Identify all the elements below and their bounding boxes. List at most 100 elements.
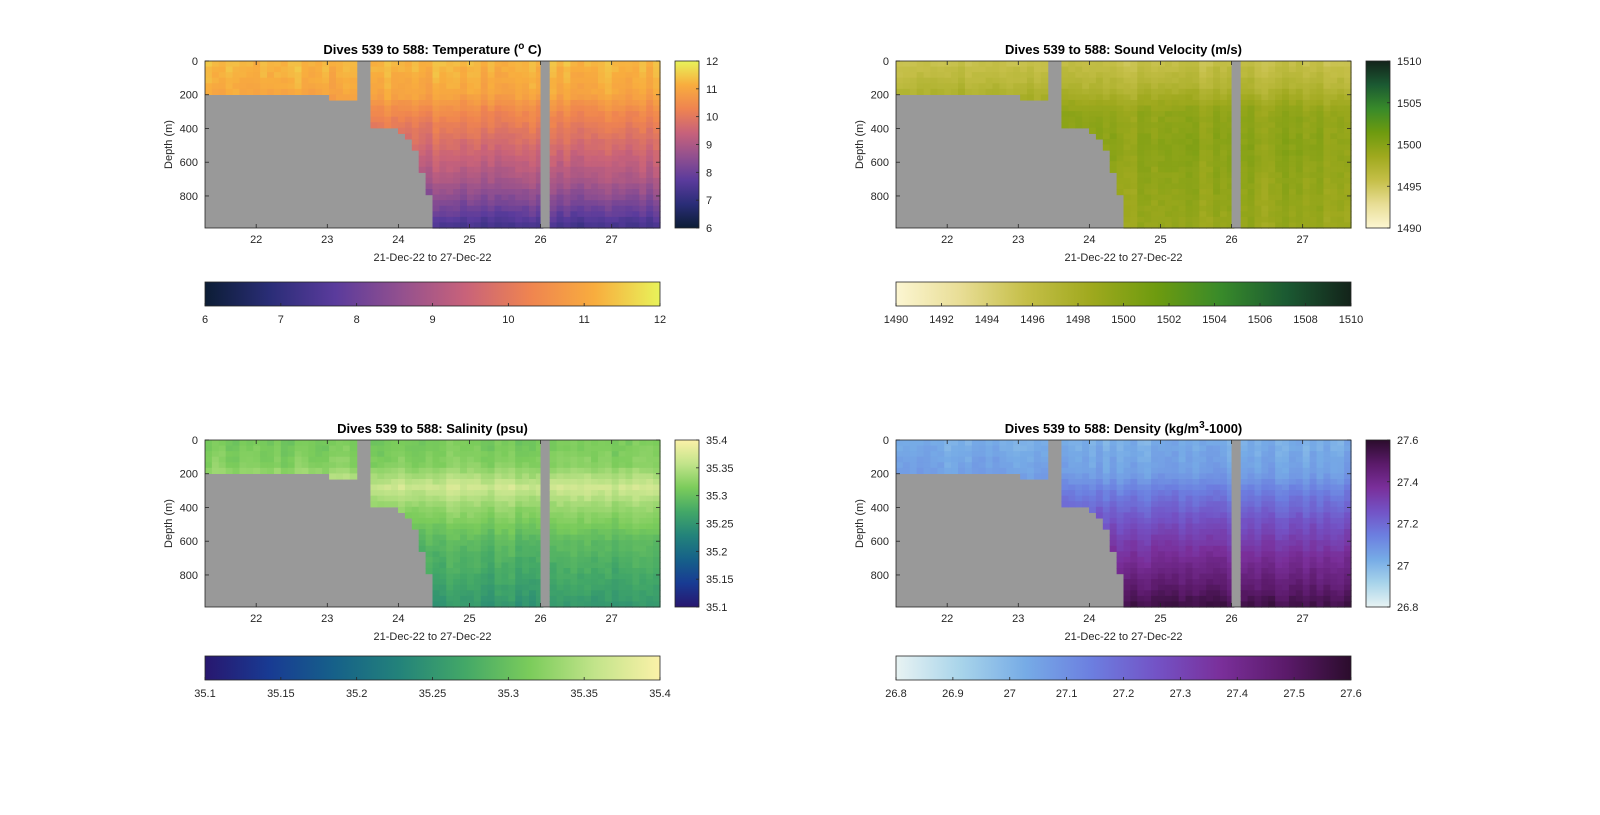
data-cell	[522, 155, 530, 162]
data-cell	[329, 94, 337, 101]
data-cell	[1261, 88, 1269, 95]
data-cell	[1192, 568, 1200, 575]
data-cell	[611, 462, 620, 469]
x-tick-label: 22	[941, 234, 953, 246]
data-cell	[508, 150, 516, 157]
data-cell	[1206, 66, 1214, 73]
data-cell	[1171, 512, 1180, 519]
data-cell	[978, 456, 987, 463]
data-cell	[1220, 556, 1228, 564]
data-cell	[563, 77, 571, 84]
data-cell	[287, 467, 296, 474]
data-cell	[501, 205, 509, 212]
data-cell	[1171, 601, 1180, 608]
data-cell	[384, 451, 392, 458]
data-cell	[1254, 601, 1262, 608]
data-cell	[225, 467, 234, 474]
data-cell	[391, 105, 399, 112]
data-cell	[494, 194, 503, 201]
data-cell	[618, 155, 627, 162]
data-cell	[1151, 88, 1159, 95]
data-cell	[1282, 506, 1290, 513]
data-cell	[432, 144, 440, 151]
data-cell	[632, 155, 640, 162]
data-cell	[501, 166, 509, 173]
data-cell	[618, 66, 627, 73]
data-cell	[473, 172, 482, 179]
data-cell	[1330, 183, 1338, 190]
data-cell	[446, 177, 454, 185]
data-cell	[570, 478, 578, 486]
data-cell	[377, 116, 385, 123]
data-cell	[632, 523, 640, 530]
data-cell	[1130, 451, 1138, 458]
data-cell	[501, 512, 509, 519]
data-cell	[522, 83, 530, 90]
data-cell	[1199, 105, 1207, 112]
data-cell	[267, 451, 275, 458]
data-cell	[335, 473, 344, 480]
data-cell	[494, 94, 503, 101]
data-cell	[315, 88, 323, 95]
data-cell	[1157, 517, 1166, 525]
data-cell	[1316, 222, 1325, 229]
data-cell	[1213, 222, 1221, 229]
data-cell	[1123, 512, 1131, 519]
data-cell	[529, 595, 537, 603]
data-cell	[916, 77, 925, 84]
data-cell	[625, 211, 634, 218]
data-cell	[1282, 478, 1290, 486]
data-cell	[1164, 523, 1173, 530]
data-cell	[1157, 116, 1166, 123]
data-cell	[1316, 133, 1325, 140]
data-cell	[508, 77, 516, 84]
data-cell	[1192, 506, 1200, 513]
data-cell	[239, 467, 247, 474]
data-cell	[1137, 189, 1145, 196]
data-cell	[639, 579, 647, 586]
data-cell	[1206, 551, 1214, 558]
data-cell	[494, 501, 503, 508]
side-colorbar-label: 1500	[1397, 140, 1421, 152]
data-cell	[1302, 456, 1311, 463]
data-cell	[570, 512, 578, 519]
data-cell	[1288, 473, 1297, 480]
data-cell	[225, 456, 234, 463]
data-cell	[1316, 105, 1325, 112]
data-cell	[1123, 478, 1131, 486]
data-cell	[508, 512, 516, 519]
data-cell	[1275, 150, 1283, 157]
data-cell	[1226, 99, 1235, 107]
data-cell	[260, 61, 268, 68]
data-cell	[335, 451, 344, 458]
data-cell	[556, 211, 565, 218]
data-cell	[1295, 523, 1304, 530]
data-cell	[1302, 155, 1311, 162]
data-cell	[632, 122, 640, 129]
data-cell	[1275, 144, 1283, 151]
data-cell	[1102, 77, 1111, 84]
data-cell	[1151, 484, 1159, 491]
data-cell	[487, 111, 496, 118]
data-cell	[1282, 222, 1290, 229]
data-cell	[1171, 445, 1180, 452]
data-cell	[418, 490, 427, 497]
data-cell	[1288, 83, 1297, 90]
data-cell	[460, 144, 468, 151]
data-cell	[301, 72, 310, 79]
data-cell	[1295, 172, 1304, 179]
data-cell	[1089, 484, 1097, 491]
data-cell	[432, 138, 440, 146]
data-cell	[1151, 83, 1159, 90]
data-cell	[473, 462, 482, 469]
data-cell	[1261, 200, 1269, 207]
data-cell	[1171, 66, 1180, 73]
data-cell	[1261, 556, 1269, 564]
data-cell	[1254, 534, 1262, 541]
data-cell	[618, 579, 627, 586]
data-cell	[597, 138, 606, 146]
data-cell	[1116, 83, 1125, 90]
data-cell	[1130, 144, 1138, 151]
data-cell	[1095, 61, 1104, 68]
data-cell	[584, 495, 592, 502]
